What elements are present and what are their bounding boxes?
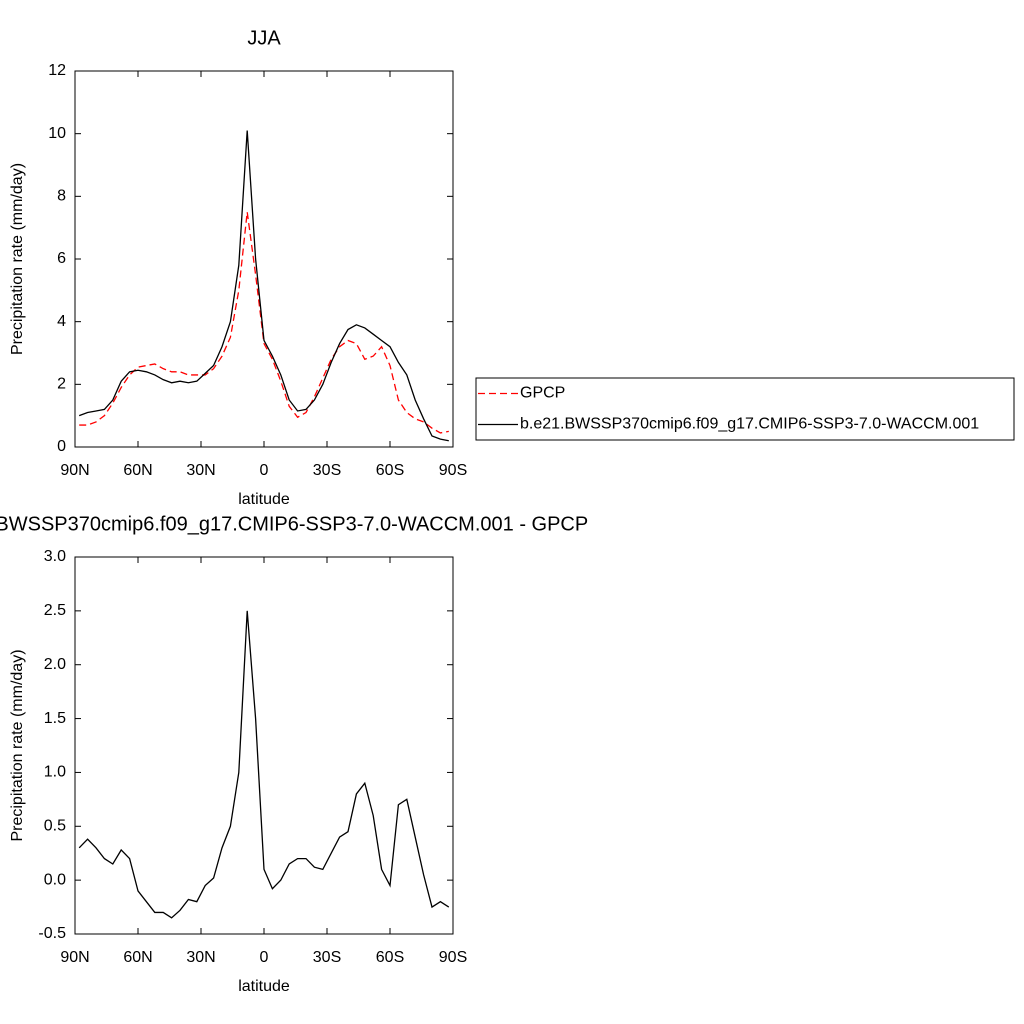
x-tick-label: 90N: [60, 949, 89, 966]
x-axis-label: latitude: [238, 978, 290, 995]
data-line: [78, 130, 449, 442]
y-axis-label: Precipitation rate (mm/day): [9, 163, 26, 355]
x-tick-label: 90S: [439, 462, 467, 479]
y-tick-label: 10: [48, 125, 66, 142]
x-tick-label: 60S: [376, 462, 404, 479]
y-tick-label: 2: [57, 376, 66, 393]
chart-title: b.e21.BWSSP370cmip6.f09_g17.CMIP6-SSP3-7…: [0, 513, 588, 535]
x-axis-label: latitude: [238, 491, 290, 508]
y-tick-label: 1.0: [44, 764, 66, 781]
plot-frame: [74, 556, 454, 935]
x-tick-label: 0: [260, 462, 269, 479]
y-tick-label: 2.0: [44, 656, 66, 673]
chart-title: JJA: [247, 27, 281, 49]
plot-frame: [74, 70, 454, 448]
x-tick-label: 90S: [439, 949, 467, 966]
x-tick-label: 60N: [123, 462, 152, 479]
legend-label: GPCP: [520, 385, 565, 402]
legend-box: [475, 377, 1015, 441]
y-tick-label: 8: [57, 188, 66, 205]
y-tick-label: 2.5: [44, 602, 66, 619]
y-tick-label: -0.5: [38, 925, 66, 942]
y-tick-label: 1.5: [44, 710, 66, 727]
x-tick-label: 0: [260, 949, 269, 966]
y-tick-label: 6: [57, 250, 66, 267]
x-tick-label: 30S: [313, 462, 341, 479]
x-tick-label: 60S: [376, 949, 404, 966]
data-line: [79, 211, 449, 434]
y-tick-label: 4: [57, 313, 66, 330]
y-tick-label: 0.0: [44, 871, 66, 888]
y-axis-label: Precipitation rate (mm/day): [9, 649, 26, 841]
y-tick-label: 12: [48, 62, 66, 79]
x-tick-label: 30N: [186, 462, 215, 479]
x-tick-label: 90N: [60, 462, 89, 479]
x-tick-label: 60N: [123, 949, 152, 966]
x-tick-label: 30S: [313, 949, 341, 966]
y-tick-label: 3.0: [44, 548, 66, 565]
data-line: [78, 610, 450, 919]
y-tick-label: 0.5: [44, 818, 66, 835]
x-tick-label: 30N: [186, 949, 215, 966]
legend-label: b.e21.BWSSP370cmip6.f09_g17.CMIP6-SSP3-7…: [520, 416, 979, 433]
y-tick-label: 0: [57, 438, 66, 455]
